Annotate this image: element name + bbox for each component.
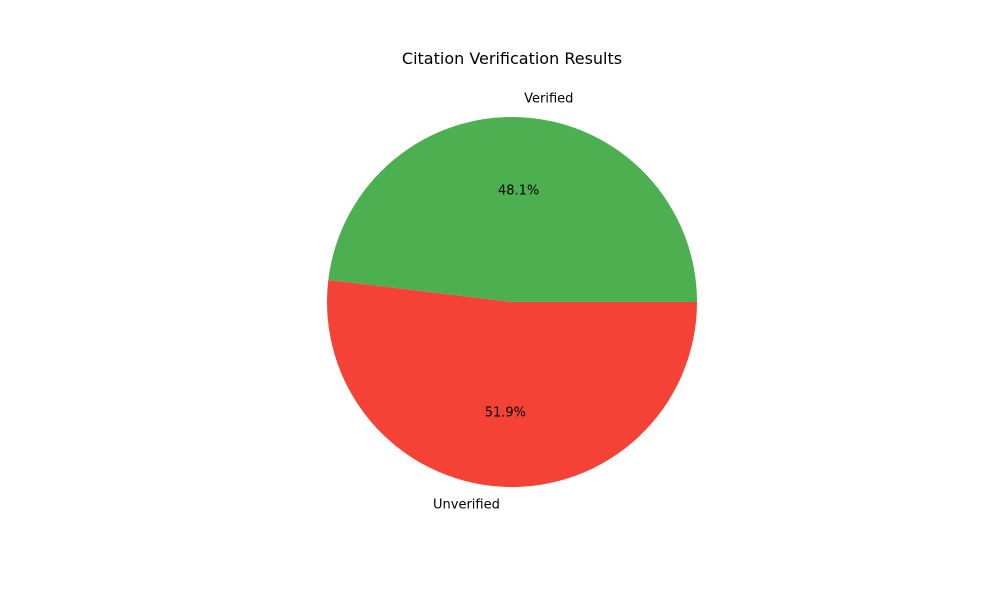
slice-label-unverified: Unverified: [433, 498, 500, 513]
chart-title: Citation Verification Results: [402, 49, 622, 68]
percent-label-verified: 48.1%: [498, 184, 539, 199]
slice-label-verified: Verified: [524, 91, 573, 106]
pie-labels: Verified 48.1% Unverified 51.9%: [433, 91, 573, 512]
pie-slice-verified: [328, 116, 697, 303]
percent-label-unverified: 51.9%: [485, 405, 526, 420]
pie-slice-unverified: [326, 279, 697, 487]
pie-slices: [326, 116, 697, 487]
